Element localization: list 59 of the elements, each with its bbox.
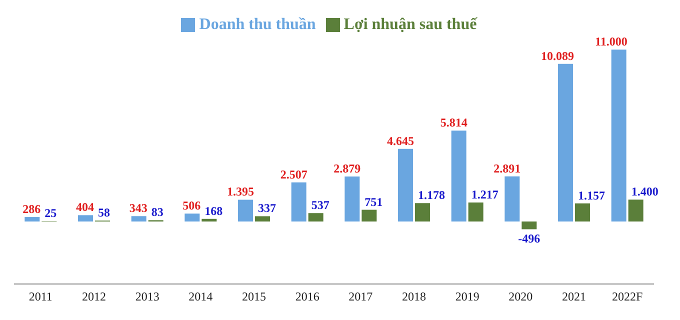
data-label: 1.400 xyxy=(631,184,658,199)
data-label: 2.891 xyxy=(494,161,521,176)
x-tick-label: 2017 xyxy=(348,290,373,304)
x-tick-label: 2014 xyxy=(188,290,213,304)
bar xyxy=(362,210,377,222)
data-label: 168 xyxy=(204,204,223,218)
data-label: 25 xyxy=(44,206,57,220)
data-label: 537 xyxy=(311,198,330,212)
data-label: 4.645 xyxy=(387,134,414,148)
data-label: 11.000 xyxy=(594,34,628,49)
x-tick-label: 2021 xyxy=(562,290,586,304)
x-tick-label: 2020 xyxy=(508,290,533,304)
bar xyxy=(202,218,217,222)
data-label: 506 xyxy=(182,198,201,213)
data-label: 404 xyxy=(76,200,94,214)
data-label: 5.814 xyxy=(440,116,468,130)
bar xyxy=(78,215,93,222)
data-label: 1.178 xyxy=(418,188,445,202)
bar xyxy=(255,216,270,222)
data-label: 337 xyxy=(258,201,276,216)
legend-label: Lợi nhuận sau thuế xyxy=(344,16,477,33)
legend-label: Doanh thu thuần xyxy=(199,16,316,33)
bar xyxy=(451,130,466,222)
data-label: 10.089 xyxy=(541,48,574,63)
x-tick-label: 2011 xyxy=(28,290,52,304)
x-tick-label: 2019 xyxy=(455,290,480,304)
bar xyxy=(575,203,590,222)
bar xyxy=(468,202,484,222)
bar xyxy=(308,213,324,222)
bar xyxy=(504,176,520,222)
x-tick-label: 2013 xyxy=(135,290,160,304)
x-tick-label: 2018 xyxy=(402,290,426,304)
bar xyxy=(398,148,413,222)
data-label: -496 xyxy=(518,231,540,246)
data-label: 343 xyxy=(129,201,148,216)
data-label: 1.157 xyxy=(578,188,605,202)
bar xyxy=(558,64,573,222)
bar xyxy=(611,50,626,222)
bar xyxy=(238,200,253,222)
bar xyxy=(184,214,200,222)
data-label: 2.507 xyxy=(280,167,308,182)
bar xyxy=(24,217,40,222)
x-tick-label: 2015 xyxy=(242,290,266,304)
data-label: 286 xyxy=(22,202,41,216)
bar xyxy=(344,176,360,222)
x-tick-label: 2016 xyxy=(295,290,320,304)
data-label: 1.395 xyxy=(227,184,254,199)
data-label: 1.217 xyxy=(471,187,498,202)
bar xyxy=(131,216,146,222)
data-label: 58 xyxy=(98,206,110,220)
bar xyxy=(415,203,430,222)
data-label: 751 xyxy=(364,194,383,209)
bar xyxy=(291,182,306,222)
x-tick-label: 2022F xyxy=(612,290,643,304)
x-tick-label: 2012 xyxy=(82,290,106,304)
data-label: 83 xyxy=(151,205,164,220)
bar xyxy=(522,222,537,230)
bar xyxy=(628,200,644,222)
data-label: 2.879 xyxy=(334,162,361,176)
